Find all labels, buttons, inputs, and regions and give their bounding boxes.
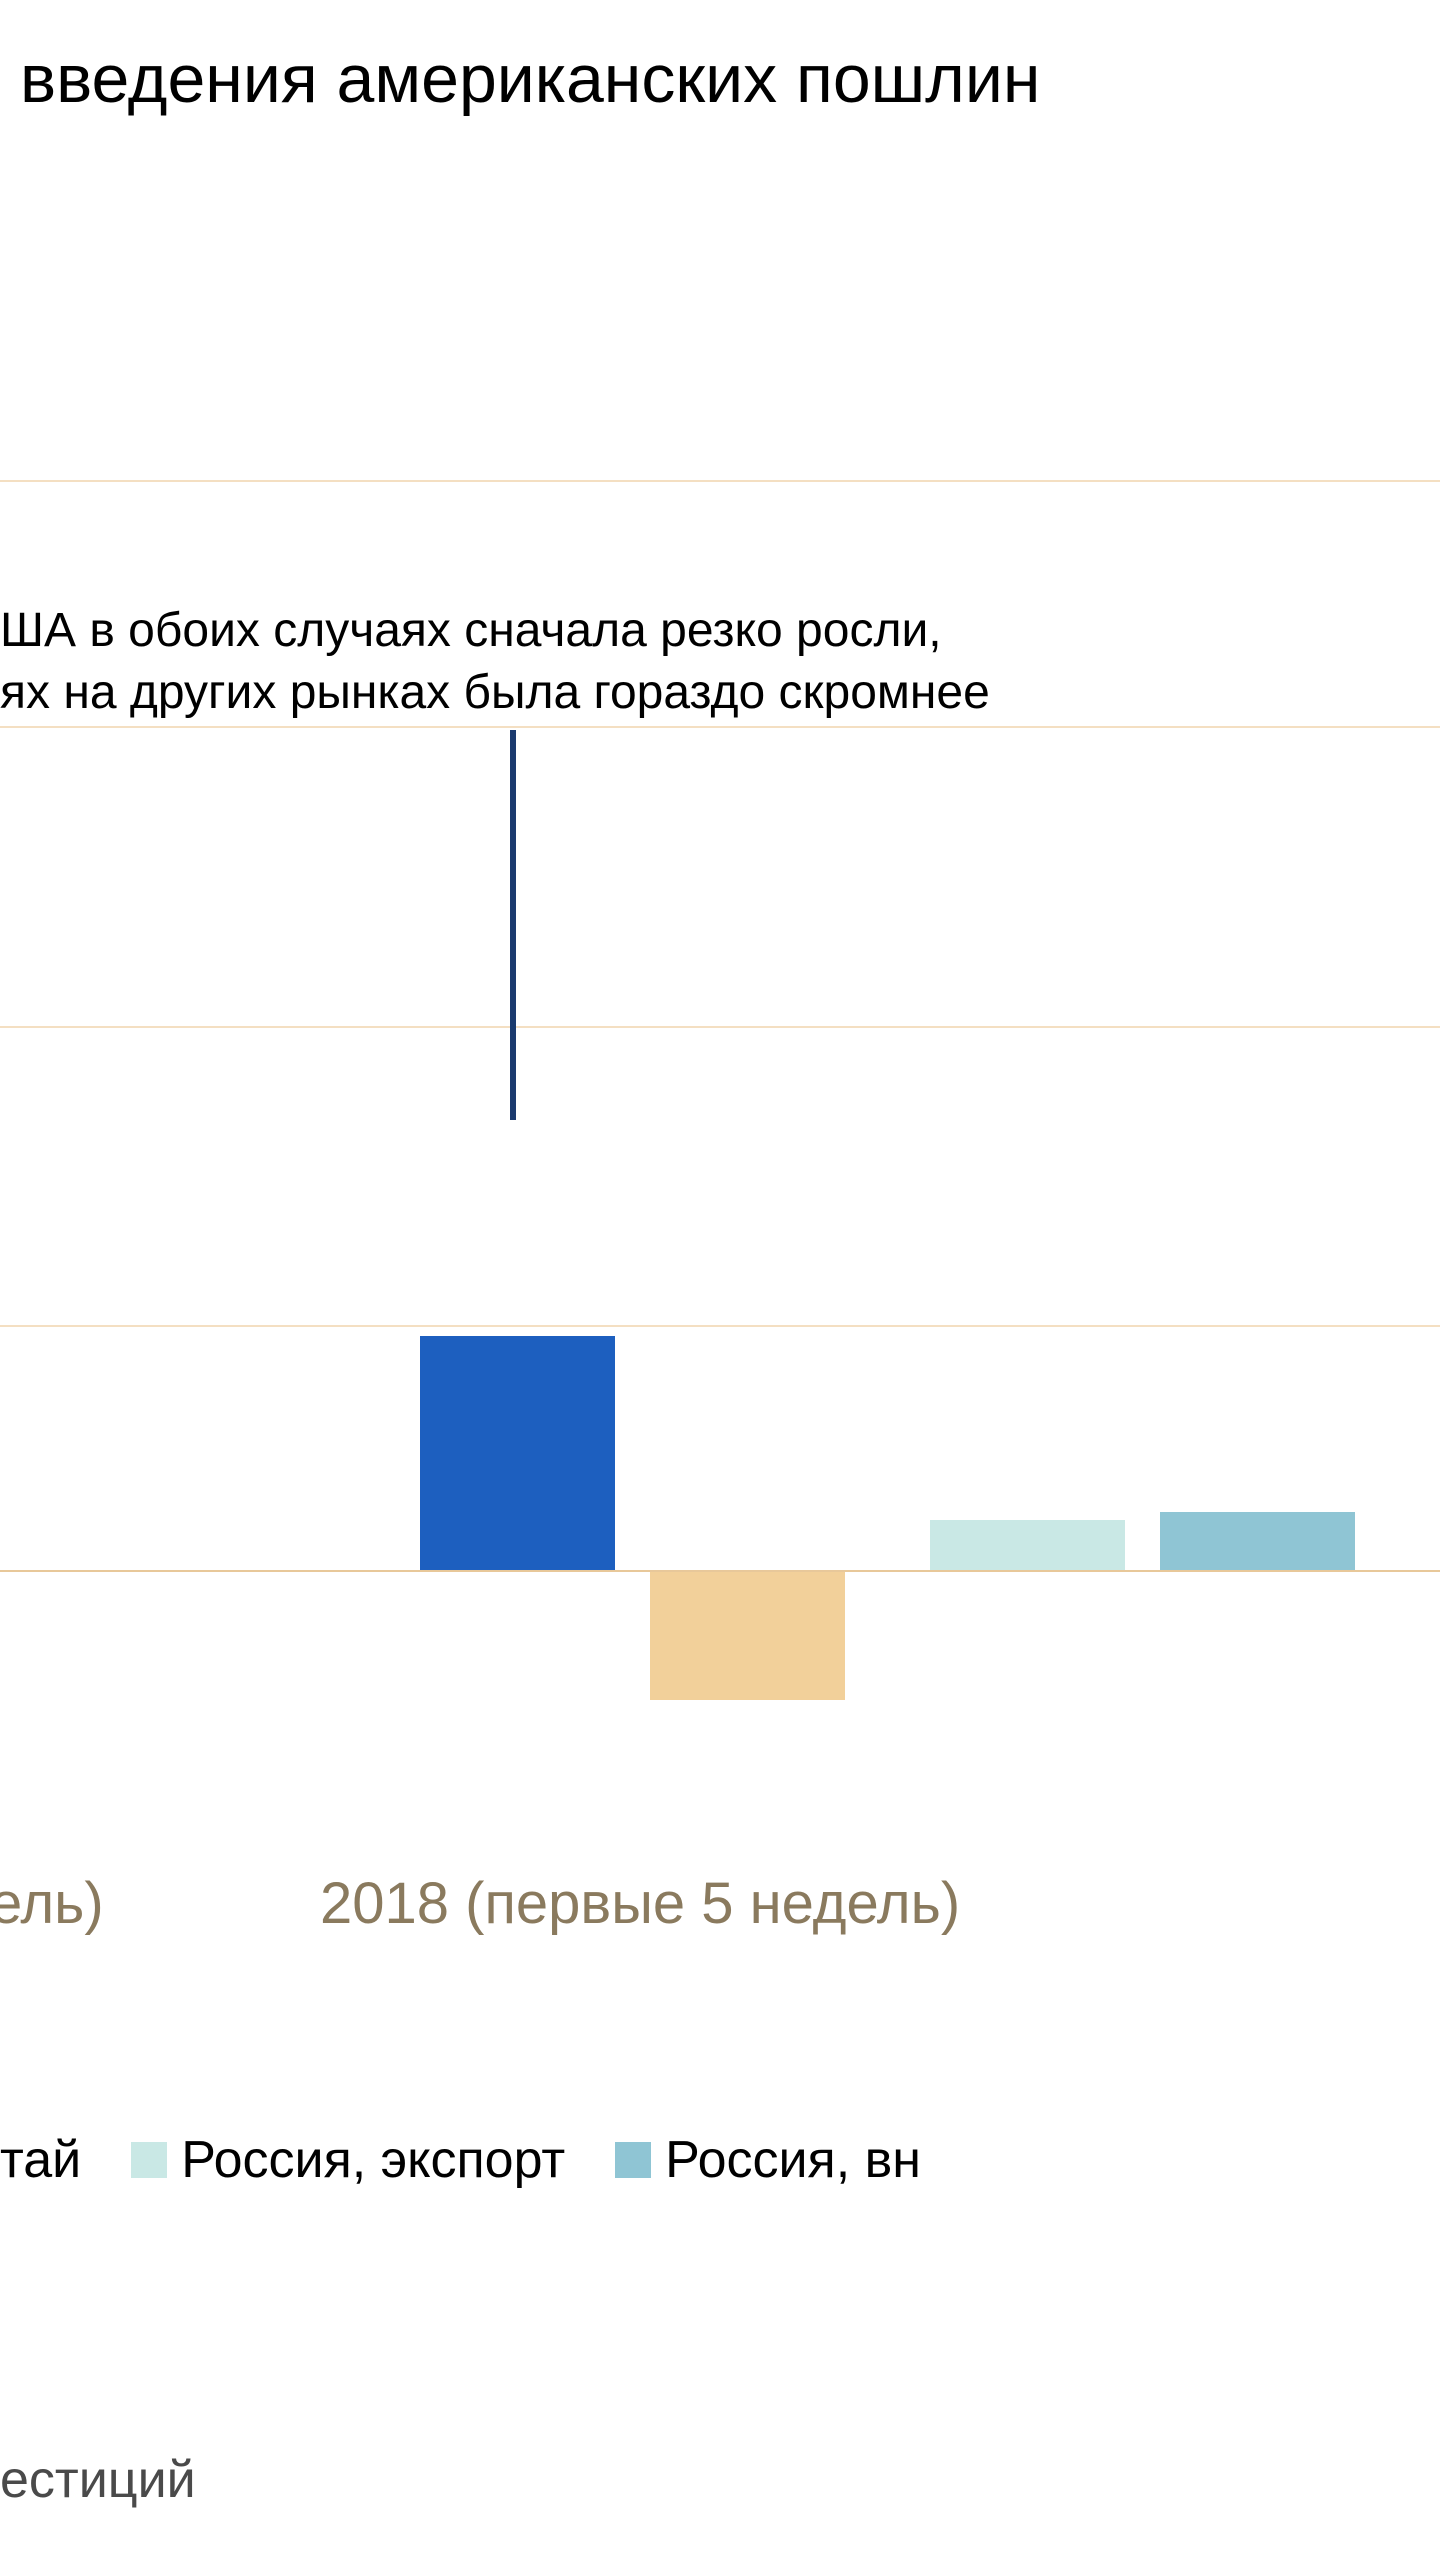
chart-title: введения американских пошлин [0, 40, 1400, 118]
error-bar-china-2018 [510, 730, 516, 1120]
subtitle-line-2: ях на других рынках была гораздо скромне… [0, 662, 1400, 724]
legend-swatch-russia-vn [615, 2142, 651, 2178]
legend: тай Россия, экспорт Россия, вн [0, 2130, 1440, 2190]
gridline-50 [0, 1325, 1440, 1327]
gridline-mid [0, 1026, 1440, 1028]
legend-swatch-russia-export [131, 2142, 167, 2178]
legend-item-russia-export: Россия, экспорт [131, 2130, 565, 2190]
bar-russia-vn-2018 [1160, 1512, 1355, 1570]
chart-subtitle: ША в обоих случаях сначала резко росли, … [0, 600, 1400, 725]
chart-container: введения американских пошлин ША в обоих … [0, 0, 1440, 2560]
legend-label-russia-export: Россия, экспорт [181, 2130, 565, 2190]
legend-item-russia-vn: Россия, вн [615, 2130, 921, 2190]
legend-item-china: тай [0, 2130, 81, 2190]
bar-russia-export-2018 [930, 1520, 1125, 1570]
bar-china-2018 [420, 1336, 615, 1570]
bar-russia-neg-2018 [650, 1572, 845, 1700]
x-label-1: 2018 (первые 5 недель) [320, 1870, 960, 1937]
footnote: естиций [0, 2450, 196, 2510]
gridline-top [0, 480, 1440, 482]
gridline-under-subtitle [0, 726, 1440, 728]
x-label-0: ель) [0, 1870, 104, 1937]
legend-label-china: тай [0, 2130, 81, 2190]
subtitle-line-1: ША в обоих случаях сначала резко росли, [0, 600, 1400, 662]
chart-plot-area: ША в обоих случаях сначала резко росли, … [0, 480, 1440, 1680]
legend-label-russia-vn: Россия, вн [665, 2130, 921, 2190]
